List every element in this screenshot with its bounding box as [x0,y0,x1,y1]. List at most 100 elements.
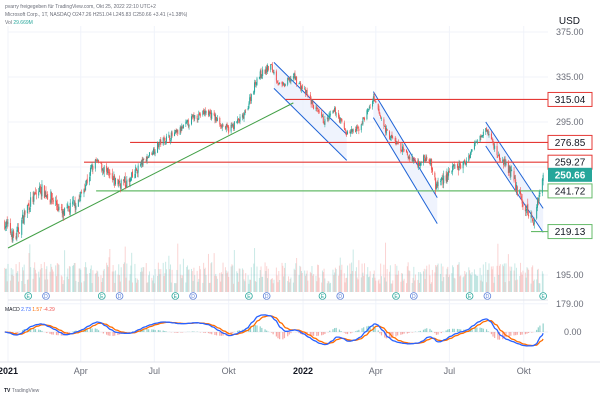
volume-bar [202,282,204,292]
volume-bar [409,271,411,292]
volume-bar [78,268,80,292]
volume-bar [435,265,437,292]
candle [414,160,416,161]
volume-bar [288,282,290,292]
candle [237,118,239,121]
volume-bar [68,266,70,292]
volume-bar [423,271,425,292]
volume-bar [270,279,272,292]
trendline[interactable] [7,102,294,249]
volume-bar [32,278,34,292]
volume-bar [33,267,35,292]
candle [248,103,250,109]
candle [83,189,85,194]
candle [476,141,478,143]
volume-bar [34,262,36,292]
volume-bar [146,282,148,292]
volume-bar [27,279,29,292]
event-marker [24,292,33,300]
volume-bar [287,280,289,292]
volume-bar [24,283,26,292]
macd-histogram-bar [539,325,541,332]
volume-bar [68,279,70,292]
candle [22,214,24,219]
candle [129,179,131,182]
candle [52,200,54,202]
volume-bar [347,265,349,292]
volume-bar [441,281,443,292]
candle [115,178,117,185]
macd-histogram-bar [38,329,40,332]
macd-histogram-bar [151,329,153,332]
candle [283,82,285,85]
event-marker [318,292,327,300]
candle [300,83,302,90]
candle [434,172,436,178]
candle [205,110,207,114]
volume-bar [113,271,115,292]
macd-histogram-bar [60,332,62,336]
candle [395,140,397,146]
candle [250,96,252,101]
volume-bar [390,283,392,292]
volume-bar [414,274,416,292]
volume-bar [300,270,302,292]
volume-bar [55,265,57,292]
volume-bar [481,275,483,292]
candle [111,173,113,179]
candle [18,232,20,234]
volume-bar [531,267,533,292]
volume-bar [102,270,104,292]
candle [204,110,206,115]
volume-bar [504,282,506,292]
candle [346,133,348,136]
volume-bar [374,277,376,292]
volume-bar [239,268,241,292]
candle [470,151,472,153]
volume-bar [137,280,139,292]
macd-histogram-bar [256,325,258,332]
candle [100,162,102,164]
volume-bars [4,242,544,292]
candle [153,148,155,154]
channels [273,62,544,233]
candle [4,221,6,230]
volume-bar [216,276,218,292]
volume-bar [304,270,306,292]
volume-bar [136,278,138,292]
candle [420,162,422,166]
candle [23,212,25,224]
volume-bar [395,274,397,292]
volume-bar [332,269,334,292]
volume-bar [90,265,92,292]
candle [185,121,187,125]
volume-line: Vol 29.669M [5,20,33,26]
candle [288,77,290,80]
candle [238,120,240,122]
macd-histogram-bar [445,330,447,332]
volume-bar [338,275,340,292]
volume-value: 29.669M [13,20,33,26]
volume-bar [185,282,187,292]
volume-bar [491,269,493,292]
horizontal-levels[interactable] [83,98,548,233]
macd-histogram-bar [527,332,530,333]
volume-bar [85,267,87,292]
candle [259,71,261,79]
candle [525,210,527,212]
time-axis[interactable]: 2021 Apr Jul Okt 2022 Apr Jul Okt [0,361,600,376]
currency-label[interactable]: USD [558,16,580,27]
macd-histogram-bar [316,332,318,337]
candle [418,162,420,166]
candle [113,175,115,181]
candle [528,214,530,217]
candle [487,129,489,136]
candle [504,158,506,165]
candle [160,139,162,145]
symbol-name[interactable]: Microsoft Corp., 1T, NASDAQ [5,12,71,18]
channel-upper [372,91,438,198]
candle [97,159,99,161]
volume-bar [380,263,382,292]
